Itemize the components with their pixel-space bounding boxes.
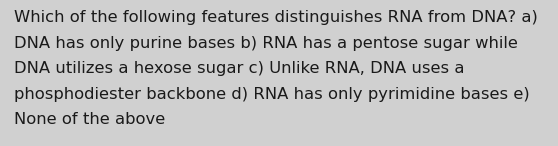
- Text: None of the above: None of the above: [14, 112, 165, 127]
- Text: Which of the following features distinguishes RNA from DNA? a): Which of the following features distingu…: [14, 10, 538, 25]
- Text: DNA has only purine bases b) RNA has a pentose sugar while: DNA has only purine bases b) RNA has a p…: [14, 36, 518, 51]
- Text: phosphodiester backbone d) RNA has only pyrimidine bases e): phosphodiester backbone d) RNA has only …: [14, 87, 530, 102]
- Text: DNA utilizes a hexose sugar c) Unlike RNA, DNA uses a: DNA utilizes a hexose sugar c) Unlike RN…: [14, 61, 464, 76]
